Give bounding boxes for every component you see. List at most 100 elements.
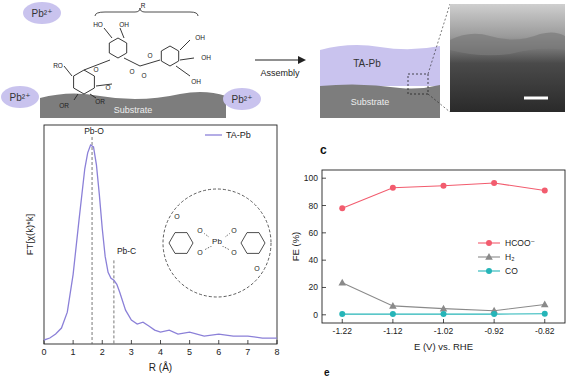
ion-label: Pb²⁺ (32, 8, 53, 19)
tick-label: 80 (309, 201, 319, 211)
tick (247, 340, 248, 344)
atom-label: RO (53, 62, 63, 69)
tick-label: 1 (71, 347, 76, 357)
marker (339, 205, 345, 211)
tick (443, 319, 444, 323)
legend-label: TA-Pb (226, 130, 251, 140)
panel-label: c (320, 143, 327, 157)
atom-label: Pb (212, 237, 222, 246)
bond (120, 28, 124, 38)
tick (277, 340, 278, 344)
data-group (338, 180, 548, 317)
atom-label: O (105, 84, 110, 91)
marker (486, 268, 492, 274)
marker (541, 301, 549, 308)
chart-exafs: 012345678R (Å)FT[χ(k)*k]Pb-OPb-CTA-PbOOO… (24, 125, 280, 373)
tick (73, 340, 74, 344)
tick-label: 20 (309, 282, 319, 292)
marker (491, 311, 497, 317)
marker (441, 183, 447, 189)
ion-label: Pb²⁺ (10, 92, 31, 103)
ring (241, 233, 265, 254)
axis-label: R (Å) (149, 361, 172, 373)
bond (180, 40, 190, 50)
atom-label: HO (93, 21, 103, 28)
tick (131, 340, 132, 344)
tick (392, 319, 393, 323)
atom-label: O (93, 66, 98, 73)
tick-label: 2 (100, 347, 105, 357)
atom-label: OR (59, 102, 69, 109)
substrate (40, 92, 226, 118)
series-line (342, 183, 545, 208)
ion-label: Pb²⁺ (232, 94, 253, 105)
bond (104, 28, 112, 38)
bond (124, 58, 140, 66)
tick-label: 5 (187, 347, 192, 357)
plot-frame (44, 125, 277, 344)
annotation: Pb-O (84, 126, 104, 136)
tick (218, 340, 219, 344)
tick-label: -1.12 (383, 326, 403, 336)
legend-label: HCOO⁻ (505, 238, 535, 248)
arrowhead (298, 56, 306, 64)
tick-label: 40 (309, 255, 319, 265)
substrate-label: Substrate (114, 105, 153, 115)
tick-label: 100 (304, 173, 318, 183)
tick (494, 319, 495, 323)
tick (322, 314, 326, 315)
tick-label: -1.22 (333, 326, 353, 336)
atom-label: O (197, 249, 203, 256)
marker (338, 279, 346, 286)
tick (544, 319, 545, 323)
tem-image (450, 4, 565, 112)
tick-label: -0.92 (484, 326, 504, 336)
tick-label: 0 (313, 310, 318, 320)
bond (176, 66, 190, 76)
tick (322, 205, 326, 206)
chart-fe: -1.22-1.12-1.02-0.92-0.82020406080100E (… (290, 170, 565, 352)
tick-label: 3 (129, 347, 134, 357)
tick-label: 6 (216, 347, 221, 357)
bond (64, 66, 72, 76)
atom-label: OH (119, 21, 129, 28)
legend-label: CO (505, 266, 518, 276)
ion-blob (223, 88, 261, 110)
tick (322, 260, 326, 261)
atom-label: O (141, 72, 146, 79)
marker (486, 240, 492, 246)
bond (180, 58, 194, 60)
arrow-label: Assembly (260, 68, 300, 78)
series-line (342, 283, 545, 311)
atom-label: O (129, 68, 134, 75)
atom-label: OH (201, 54, 211, 61)
scale-bar (524, 97, 548, 100)
tick-label: 0 (41, 347, 46, 357)
data-group (44, 137, 277, 344)
atom-label: R (141, 2, 146, 9)
tick-label: 7 (245, 347, 250, 357)
bond (74, 94, 78, 100)
tick-label: 4 (158, 347, 163, 357)
pb-bg (209, 235, 225, 246)
marker (389, 302, 397, 309)
inset-structure: OOOOOOPb (163, 189, 271, 297)
bond (140, 60, 160, 66)
axis-label: FT[χ(k)*k] (24, 214, 35, 255)
atom-label: O (254, 265, 260, 272)
arrow (255, 59, 300, 60)
inset-circle (163, 189, 271, 297)
substrate (320, 84, 440, 118)
marker (339, 311, 345, 317)
tick (102, 340, 103, 344)
atom-label: O (197, 227, 203, 234)
zoom-box (408, 74, 428, 94)
series-line (44, 145, 277, 340)
schematic: Pb²⁺Pb²⁺Pb²⁺RHOOHROOOROROOOOOHOHOHAssemb… (1, 2, 565, 118)
zoom-line (428, 94, 450, 112)
axis-label: E (V) vs. RHE (414, 341, 473, 352)
marker (390, 185, 396, 191)
ring (74, 70, 95, 94)
tick (322, 232, 326, 233)
atom-label: O (174, 213, 180, 220)
